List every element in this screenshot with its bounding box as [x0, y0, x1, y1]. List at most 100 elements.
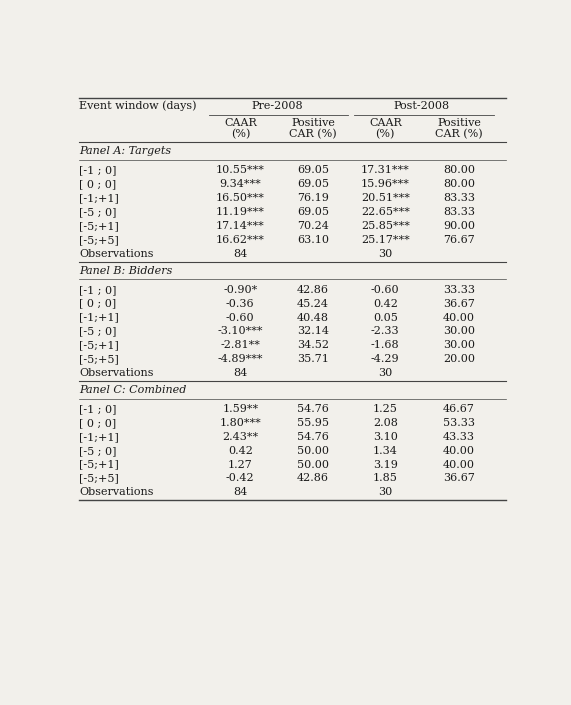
Text: [-5;+5]: [-5;+5]	[79, 474, 119, 484]
Text: 1.59**: 1.59**	[222, 404, 259, 414]
Text: [ 0 ; 0]: [ 0 ; 0]	[79, 179, 116, 190]
Text: 30: 30	[378, 368, 392, 378]
Text: 16.50***: 16.50***	[216, 193, 265, 203]
Text: 42.86: 42.86	[297, 474, 329, 484]
Text: [-5 ; 0]: [-5 ; 0]	[79, 446, 116, 455]
Text: 30: 30	[378, 487, 392, 497]
Text: 11.19***: 11.19***	[216, 207, 265, 217]
Text: 0.42: 0.42	[373, 299, 397, 309]
Text: [-5;+1]: [-5;+1]	[79, 341, 119, 350]
Text: -0.36: -0.36	[226, 299, 255, 309]
Text: 69.05: 69.05	[297, 207, 329, 217]
Text: 50.00: 50.00	[297, 446, 329, 455]
Text: 50.00: 50.00	[297, 460, 329, 470]
Text: 35.71: 35.71	[297, 354, 329, 364]
Text: 36.67: 36.67	[443, 474, 475, 484]
Text: -2.33: -2.33	[371, 326, 400, 336]
Text: 20.51***: 20.51***	[361, 193, 409, 203]
Text: 40.00: 40.00	[443, 312, 475, 322]
Text: 25.85***: 25.85***	[361, 221, 409, 231]
Text: 3.19: 3.19	[373, 460, 397, 470]
Text: -2.81**: -2.81**	[220, 341, 260, 350]
Text: 1.85: 1.85	[373, 474, 397, 484]
Text: Panel B: Bidders: Panel B: Bidders	[79, 266, 172, 276]
Text: 53.33: 53.33	[443, 418, 475, 428]
Text: [-5;+5]: [-5;+5]	[79, 354, 119, 364]
Text: CAAR
(%): CAAR (%)	[369, 118, 401, 140]
Text: 17.14***: 17.14***	[216, 221, 265, 231]
Text: 84: 84	[233, 487, 247, 497]
Text: 0.42: 0.42	[228, 446, 253, 455]
Text: 2.08: 2.08	[373, 418, 397, 428]
Text: [-1;+1]: [-1;+1]	[79, 432, 119, 442]
Text: 40.00: 40.00	[443, 446, 475, 455]
Text: [-1;+1]: [-1;+1]	[79, 312, 119, 322]
Text: Event window (days): Event window (days)	[79, 101, 196, 111]
Text: 1.27: 1.27	[228, 460, 253, 470]
Text: 16.62***: 16.62***	[216, 235, 265, 245]
Text: 69.05: 69.05	[297, 166, 329, 176]
Text: 83.33: 83.33	[443, 207, 475, 217]
Text: Observations: Observations	[79, 487, 154, 497]
Text: 25.17***: 25.17***	[361, 235, 409, 245]
Text: 30: 30	[378, 249, 392, 259]
Text: 69.05: 69.05	[297, 179, 329, 190]
Text: [-5 ; 0]: [-5 ; 0]	[79, 207, 116, 217]
Text: 76.19: 76.19	[297, 193, 329, 203]
Text: -4.89***: -4.89***	[218, 354, 263, 364]
Text: CAAR
(%): CAAR (%)	[224, 118, 257, 140]
Text: Positive
CAR (%): Positive CAR (%)	[435, 118, 482, 140]
Text: [ 0 ; 0]: [ 0 ; 0]	[79, 299, 116, 309]
Text: 54.76: 54.76	[297, 404, 329, 414]
Text: Observations: Observations	[79, 249, 154, 259]
Text: -3.10***: -3.10***	[218, 326, 263, 336]
Text: Pre-2008: Pre-2008	[251, 101, 303, 111]
Text: 63.10: 63.10	[297, 235, 329, 245]
Text: [ 0 ; 0]: [ 0 ; 0]	[79, 418, 116, 428]
Text: 20.00: 20.00	[443, 354, 475, 364]
Text: 84: 84	[233, 249, 247, 259]
Text: 15.96***: 15.96***	[361, 179, 409, 190]
Text: [-5;+5]: [-5;+5]	[79, 235, 119, 245]
Text: 1.34: 1.34	[373, 446, 397, 455]
Text: 17.31***: 17.31***	[361, 166, 409, 176]
Text: 30.00: 30.00	[443, 341, 475, 350]
Text: 3.10: 3.10	[373, 432, 397, 442]
Text: 33.33: 33.33	[443, 285, 475, 295]
Text: Panel A: Targets: Panel A: Targets	[79, 146, 171, 157]
Text: 9.34***: 9.34***	[219, 179, 261, 190]
Text: 10.55***: 10.55***	[216, 166, 265, 176]
Text: -0.42: -0.42	[226, 474, 255, 484]
Text: -4.29: -4.29	[371, 354, 400, 364]
Text: 1.80***: 1.80***	[219, 418, 261, 428]
Text: 46.67: 46.67	[443, 404, 475, 414]
Text: 32.14: 32.14	[297, 326, 329, 336]
Text: 80.00: 80.00	[443, 179, 475, 190]
Text: Observations: Observations	[79, 368, 154, 378]
Text: 90.00: 90.00	[443, 221, 475, 231]
Text: 70.24: 70.24	[297, 221, 329, 231]
Text: 43.33: 43.33	[443, 432, 475, 442]
Text: [-1 ; 0]: [-1 ; 0]	[79, 166, 116, 176]
Text: 22.65***: 22.65***	[361, 207, 409, 217]
Text: 83.33: 83.33	[443, 193, 475, 203]
Text: 2.43**: 2.43**	[222, 432, 259, 442]
Text: 36.67: 36.67	[443, 299, 475, 309]
Text: [-1 ; 0]: [-1 ; 0]	[79, 404, 116, 414]
Text: Positive
CAR (%): Positive CAR (%)	[289, 118, 337, 140]
Text: 55.95: 55.95	[297, 418, 329, 428]
Text: Post-2008: Post-2008	[393, 101, 450, 111]
Text: 42.86: 42.86	[297, 285, 329, 295]
Text: 80.00: 80.00	[443, 166, 475, 176]
Text: 40.00: 40.00	[443, 460, 475, 470]
Text: [-1 ; 0]: [-1 ; 0]	[79, 285, 116, 295]
Text: [-5;+1]: [-5;+1]	[79, 460, 119, 470]
Text: -1.68: -1.68	[371, 341, 400, 350]
Text: 0.05: 0.05	[373, 312, 397, 322]
Text: 84: 84	[233, 368, 247, 378]
Text: 30.00: 30.00	[443, 326, 475, 336]
Text: Panel C: Combined: Panel C: Combined	[79, 385, 187, 395]
Text: -0.60: -0.60	[371, 285, 400, 295]
Text: 45.24: 45.24	[297, 299, 329, 309]
Text: 1.25: 1.25	[373, 404, 397, 414]
